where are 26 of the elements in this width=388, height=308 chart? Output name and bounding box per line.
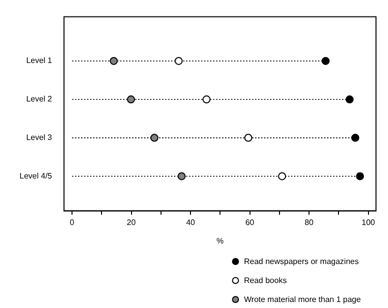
point	[346, 95, 354, 104]
legend-label: Wrote material more than 1 page	[244, 295, 361, 304]
point	[202, 95, 211, 104]
y-tick-label: Level 3	[26, 133, 53, 142]
point	[244, 134, 252, 142]
point	[322, 56, 330, 65]
legend-label: Read books	[244, 276, 287, 285]
x-tick-label: 0	[70, 218, 75, 227]
x-tick-label: 80	[304, 218, 314, 227]
point	[174, 56, 183, 65]
y-tick-label: Level 2	[26, 94, 53, 104]
y-tick-label: Level 1	[26, 56, 53, 66]
x-tick-label: 60	[245, 218, 255, 227]
x-tick-label: 100	[362, 218, 376, 227]
point	[126, 95, 135, 104]
point	[278, 172, 286, 180]
x-axis-title: %	[216, 236, 224, 246]
point	[110, 56, 118, 65]
point	[356, 172, 364, 180]
x-tick-label: 40	[186, 218, 196, 227]
point	[178, 172, 186, 180]
point	[351, 134, 360, 142]
y-tick-label: Level 4/5	[20, 171, 53, 180]
legend-label: Read newspapers or magazines	[244, 257, 359, 266]
x-tick-label: 20	[126, 218, 136, 227]
point	[150, 134, 158, 142]
